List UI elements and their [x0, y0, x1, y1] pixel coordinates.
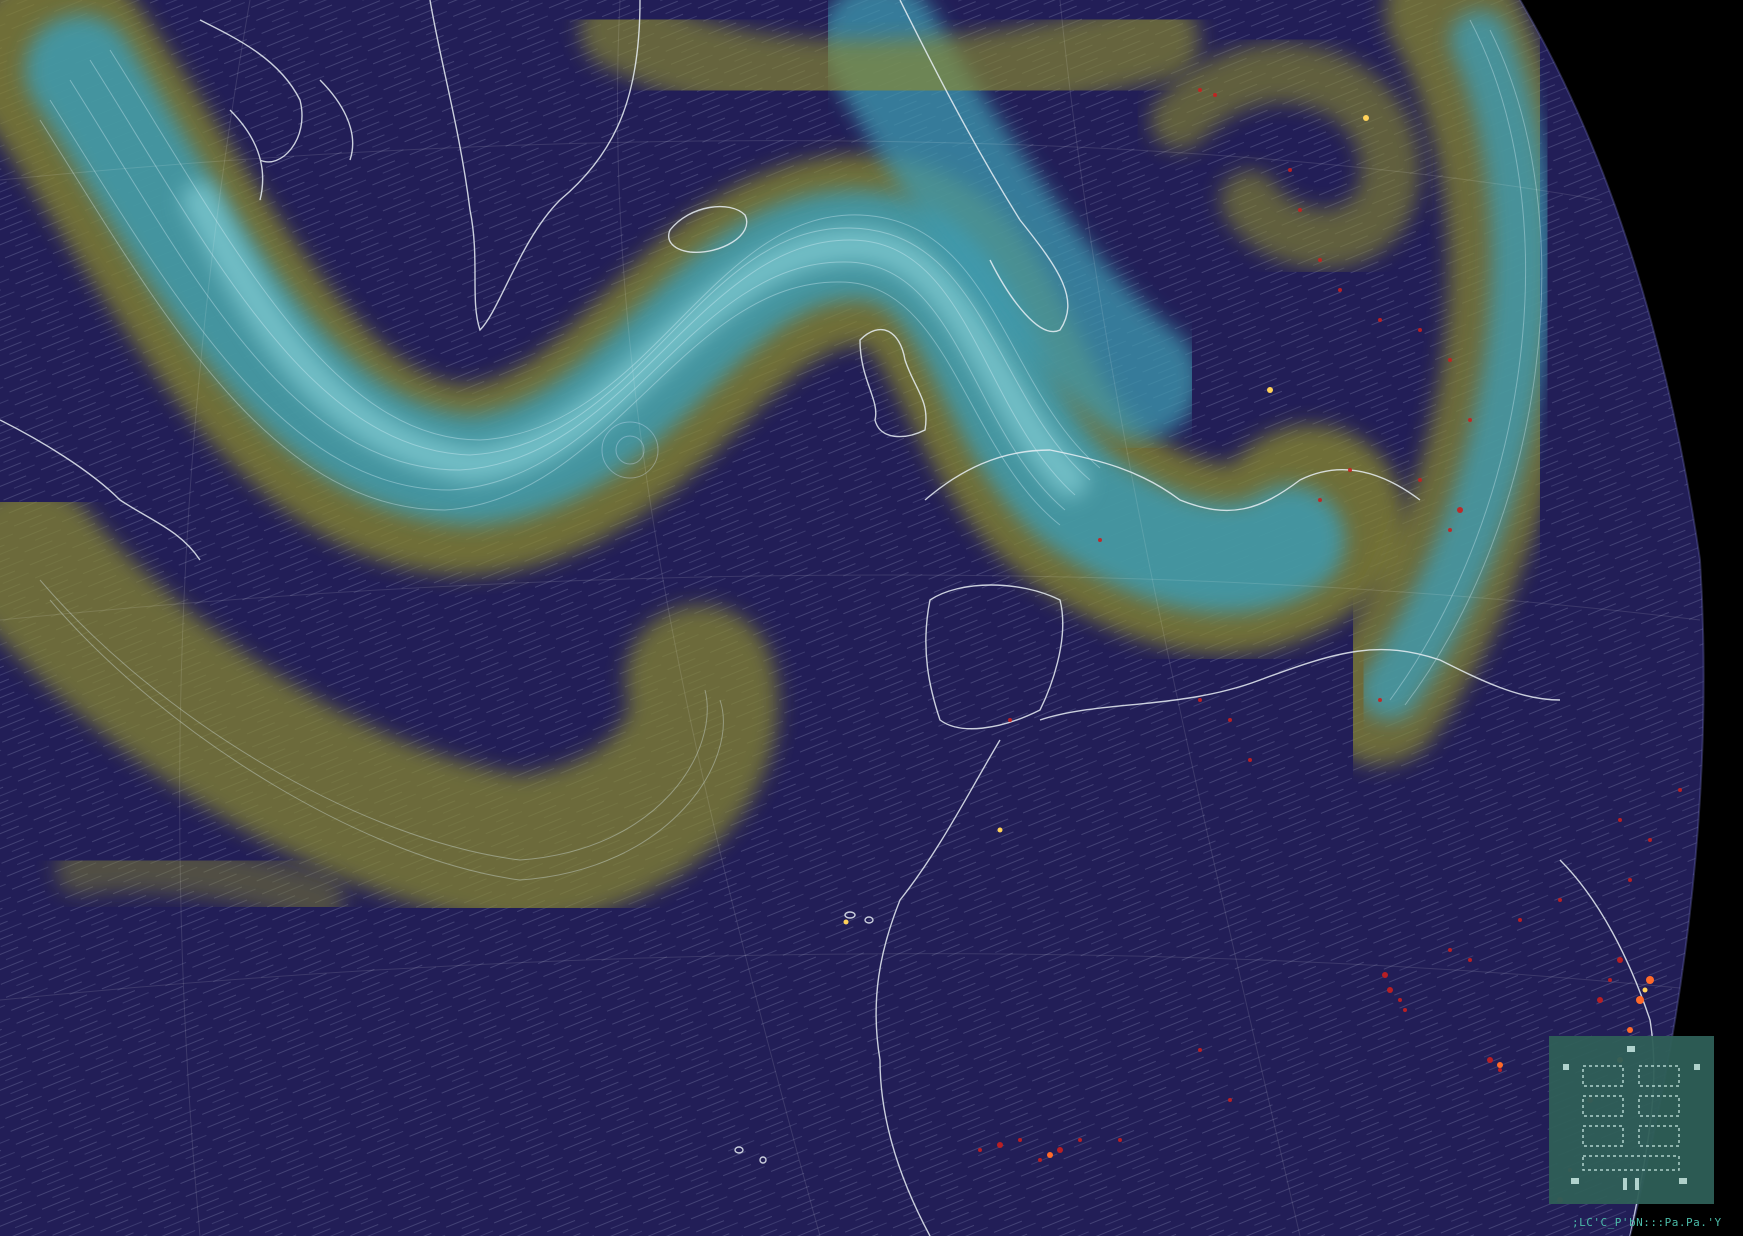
polar-vortex-band [1150, 43, 1421, 269]
southern-wind-band [0, 485, 779, 926]
jet-stream-peak [182, 182, 1088, 498]
iberia-coastline [925, 584, 1064, 730]
qr-code-icon [1563, 1046, 1700, 1190]
europe-coastline [924, 449, 1421, 512]
north-america-coastline [0, 419, 201, 561]
globe-limb [1519, 0, 1705, 1236]
status-text: ;LC'C_P'bN:::Pa.Pa.'Ya. [1572, 1216, 1722, 1229]
graticule-layer [0, 0, 1701, 1236]
upper-arc-band [580, 0, 1200, 121]
greenland-coastline [429, 0, 641, 332]
iceland-coastline [668, 205, 748, 253]
eastern-wind-core [1360, 10, 1552, 720]
coastline-layer [0, 0, 1655, 1236]
africa-coastline [875, 739, 1001, 1236]
southwest-wind-band [55, 842, 345, 925]
canada-islands-coastline [199, 19, 354, 201]
qr-code-widget[interactable] [1549, 1036, 1714, 1204]
british-isles-coastline [859, 329, 927, 438]
low-pressure-vortex [601, 421, 659, 479]
scandinavia-coastline [899, 0, 1069, 333]
cape-verde-coastline [734, 1146, 767, 1164]
canary-islands-coastline [844, 911, 874, 924]
north-africa-coastline [1039, 648, 1561, 721]
jet-streamlines [39, 19, 1543, 881]
wind-band-layer [0, 0, 1579, 926]
